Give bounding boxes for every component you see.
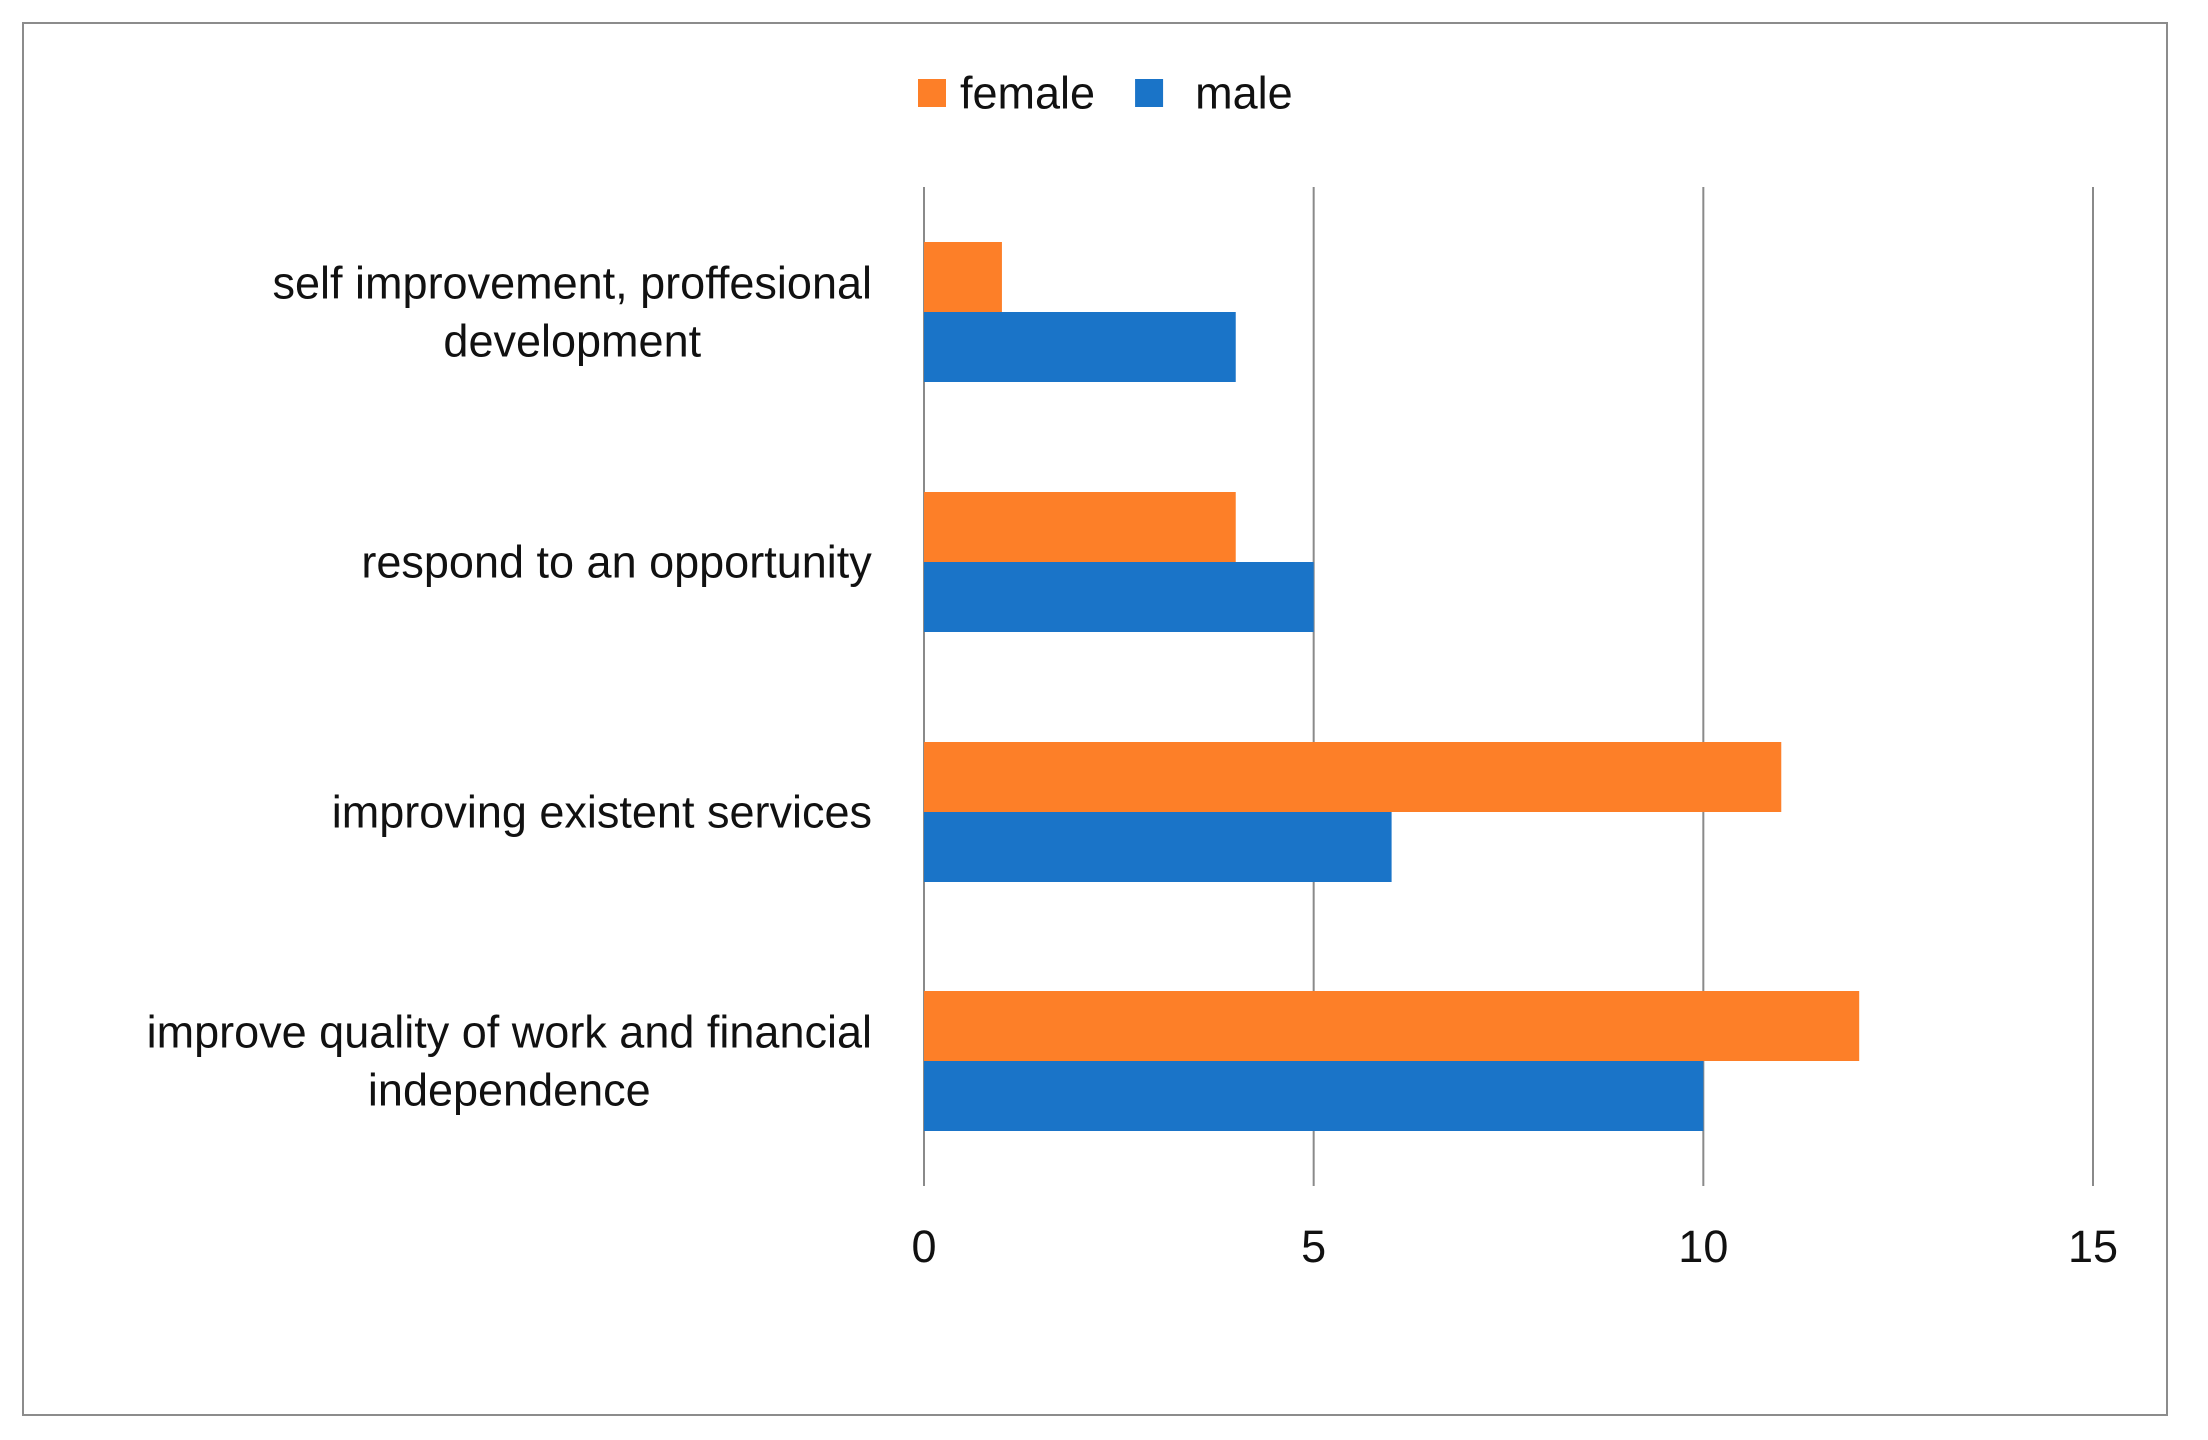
bar-female-2 xyxy=(924,742,1782,812)
category-label-line: respond to an opportunity xyxy=(361,537,872,588)
x-tick-label-15: 15 xyxy=(2068,1221,2118,1272)
legend-swatch-female xyxy=(918,79,946,107)
category-label-line: improving existent services xyxy=(332,787,872,838)
category-label-line: self improvement, proffesional xyxy=(273,258,872,309)
bar-female-1 xyxy=(924,492,1236,562)
category-label-1: respond to an opportunity xyxy=(361,537,872,588)
category-label-line: improve quality of work and financial xyxy=(147,1007,872,1058)
bar-male-1 xyxy=(924,562,1314,632)
category-label-line: independence xyxy=(368,1065,651,1116)
bar-male-3 xyxy=(924,1061,1704,1131)
legend: female male xyxy=(918,68,1293,119)
bar-male-2 xyxy=(924,812,1392,882)
legend-label-male: male xyxy=(1195,68,1293,119)
bar-female-3 xyxy=(924,991,1860,1061)
category-label-3: improve quality of work and financial ind… xyxy=(147,1007,872,1116)
legend-label-female: female xyxy=(960,68,1095,119)
bar-female-0 xyxy=(924,242,1002,312)
category-label-0: self improvement, proffesional developmen… xyxy=(273,258,872,367)
bar-male-0 xyxy=(924,312,1236,382)
x-tick-label-5: 5 xyxy=(1301,1221,1326,1272)
bars xyxy=(924,242,1860,1131)
x-tick-label-0: 0 xyxy=(911,1221,936,1272)
category-label-line: development xyxy=(443,316,701,367)
legend-swatch-male xyxy=(1135,79,1164,107)
category-label-2: improving existent services xyxy=(332,787,872,838)
category-labels: self improvement, proffesional developmen… xyxy=(147,258,873,1116)
chart-frame xyxy=(22,22,2168,1416)
x-tick-label-10: 10 xyxy=(1678,1221,1728,1272)
x-axis-tick-labels: 0 5 10 15 xyxy=(911,1221,2118,1272)
